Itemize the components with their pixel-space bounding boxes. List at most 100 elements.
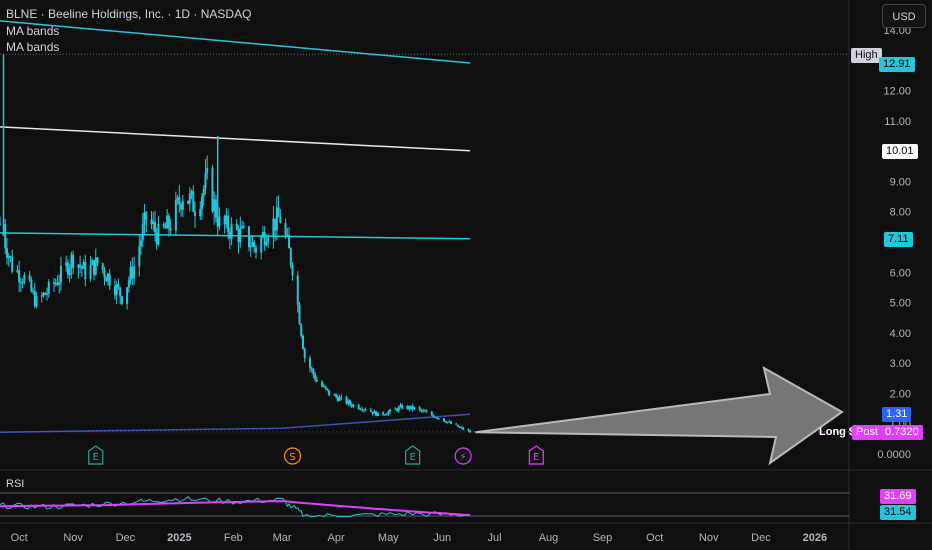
candle-body [188, 193, 191, 204]
earnings-marker-icon[interactable] [405, 445, 421, 465]
candle-body [449, 421, 452, 424]
candle-body [0, 223, 1, 225]
candle-body [418, 407, 421, 410]
split-marker-icon[interactable] [283, 447, 302, 465]
x-tick-label: 2026 [803, 532, 827, 544]
candle-body [359, 408, 362, 410]
candle-body [375, 411, 378, 416]
candle-body [301, 336, 304, 349]
x-tick-label: Oct [11, 532, 28, 544]
candle-body [399, 405, 402, 408]
event-marker-letter: E [410, 452, 416, 463]
candle-body [162, 223, 165, 227]
candle-body [362, 409, 365, 411]
candle-body [115, 284, 118, 296]
candle-body [242, 226, 245, 228]
rsi-value-tag: 31.54 [880, 505, 916, 520]
candle-body [409, 405, 412, 410]
arrow-annotation[interactable] [475, 366, 844, 466]
candle-body [143, 212, 146, 225]
candle-body [335, 394, 338, 397]
candle-body [213, 199, 216, 212]
x-tick-label: Oct [646, 532, 663, 544]
candle-body [120, 296, 123, 304]
candle-body [249, 246, 252, 248]
y-tick-label: 0.0000 [877, 449, 911, 461]
currency-button[interactable]: USD [882, 4, 926, 28]
candle-body [254, 247, 257, 253]
indicator-label-1[interactable]: MA bands [6, 24, 60, 38]
candle-body [408, 406, 411, 410]
x-tick-label: Nov [63, 532, 83, 544]
candle-body [444, 421, 447, 423]
candle-body [248, 226, 251, 248]
candle-body [322, 386, 325, 388]
candle-body [35, 296, 38, 307]
candle-body [458, 426, 461, 428]
candle-body [241, 226, 244, 228]
candle-body [65, 262, 68, 266]
candle-body [436, 417, 439, 419]
candle-body [286, 234, 289, 236]
candle-body [371, 411, 374, 414]
candle-body [157, 223, 160, 245]
candle-body [44, 292, 47, 295]
event-marker-letter: ⚡ [460, 452, 467, 463]
candle-body [9, 256, 12, 258]
candle-body [326, 388, 329, 390]
candle-body [300, 324, 303, 337]
rsi-ma-line [0, 500, 471, 516]
candle-body [167, 215, 170, 229]
y-tick-label: 3.00 [890, 358, 911, 370]
candle-body [174, 199, 177, 231]
y-tick-label: 12.00 [883, 86, 911, 98]
candle-body [260, 237, 263, 253]
candle-body [202, 188, 205, 197]
rsi-ma-value-tag: 31.69 [880, 489, 916, 504]
candle-body [56, 282, 59, 285]
y-tick-label: 2.00 [890, 388, 911, 400]
candle-body [187, 200, 190, 204]
candle-body [272, 218, 275, 238]
symbol-title[interactable]: BLNE · Beeline Holdings, Inc. · 1D · NAS… [6, 7, 252, 21]
rsi-label[interactable]: RSI [6, 478, 25, 490]
post-market-price-tag: 0.7320 [881, 425, 923, 440]
candle-body [199, 208, 202, 217]
candle-body [432, 415, 435, 418]
earnings-marker-icon[interactable] [88, 445, 104, 465]
candle-body [397, 407, 400, 411]
news-marker-icon[interactable] [454, 447, 472, 465]
candle-body [5, 248, 8, 258]
candle-body [340, 396, 343, 398]
candle-body [94, 257, 97, 275]
candle-body [18, 270, 21, 283]
candle-body [284, 222, 287, 236]
candle-body [434, 417, 437, 419]
candle-body [211, 167, 214, 212]
candle-body [237, 229, 240, 243]
candle-body [54, 282, 57, 285]
candle-body [91, 260, 94, 266]
candle-body [225, 215, 228, 225]
candle-body [103, 269, 106, 278]
candle-body [296, 275, 299, 305]
candle-body [40, 295, 43, 297]
candle-body [192, 190, 195, 212]
candle-body [7, 256, 10, 258]
candle-body [230, 223, 233, 239]
candle-body [315, 379, 318, 382]
long-position-label[interactable]: Long $0 [819, 426, 862, 438]
candle-body [42, 292, 45, 296]
candle-body [169, 228, 172, 231]
candle-body [446, 421, 449, 423]
candle-body [347, 400, 350, 404]
event-marker-letter: E [93, 452, 99, 463]
candle-body [361, 409, 364, 411]
indicator-label-2[interactable]: MA bands [6, 40, 60, 54]
candle-body [126, 287, 129, 304]
high-label-tag: High [851, 48, 882, 63]
candle-body [373, 411, 376, 414]
earnings-upcoming-marker-icon[interactable] [528, 445, 544, 465]
